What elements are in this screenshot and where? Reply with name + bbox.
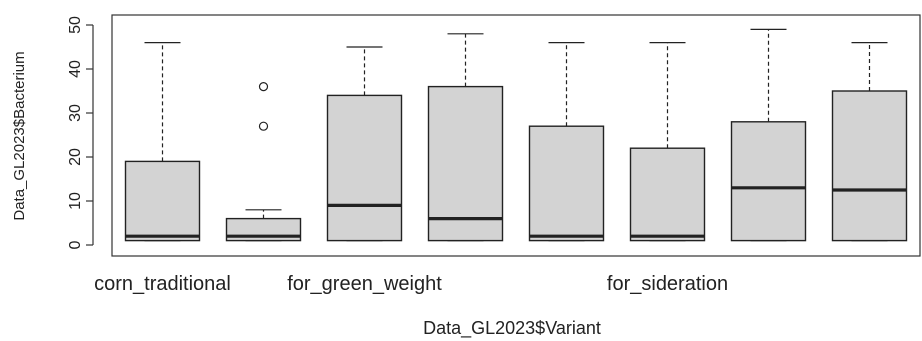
y-tick-label: 20 (67, 148, 84, 166)
box-group (730, 28, 807, 242)
plot-frame (111, 14, 921, 257)
box-iqr (326, 94, 403, 242)
box-iqr (124, 160, 201, 242)
x-category-label: corn_traditional (94, 273, 231, 295)
box-group (124, 41, 201, 242)
box-group (427, 33, 504, 242)
box-iqr (730, 121, 807, 242)
outlier-point (258, 121, 269, 131)
box-iqr (427, 85, 504, 242)
y-axis-title: Data_GL2023$Bacterium (11, 51, 28, 220)
y-tick-label: 30 (67, 104, 84, 122)
y-tick-label: 0 (67, 240, 84, 249)
box-iqr (831, 90, 908, 242)
box-group (528, 41, 605, 242)
x-category-label: for_sideration (607, 273, 728, 295)
box-iqr (629, 147, 706, 242)
box-iqr (528, 125, 605, 242)
x-category-labels: corn_traditional for_green_weight for_side… (94, 273, 728, 295)
y-ticks: 0 10 20 30 40 50 (67, 16, 93, 249)
box-group (629, 41, 706, 242)
box-group (326, 46, 403, 242)
box-group (225, 81, 302, 242)
boxes (124, 28, 908, 242)
x-axis-title: Data_GL2023$Variant (423, 318, 601, 339)
box-group (831, 41, 908, 242)
outlier-point (258, 81, 269, 92)
y-tick-label: 40 (67, 60, 84, 78)
x-category-label: for_green_weight (287, 273, 442, 295)
y-tick-label: 50 (67, 16, 84, 34)
y-tick-label: 10 (67, 192, 84, 210)
